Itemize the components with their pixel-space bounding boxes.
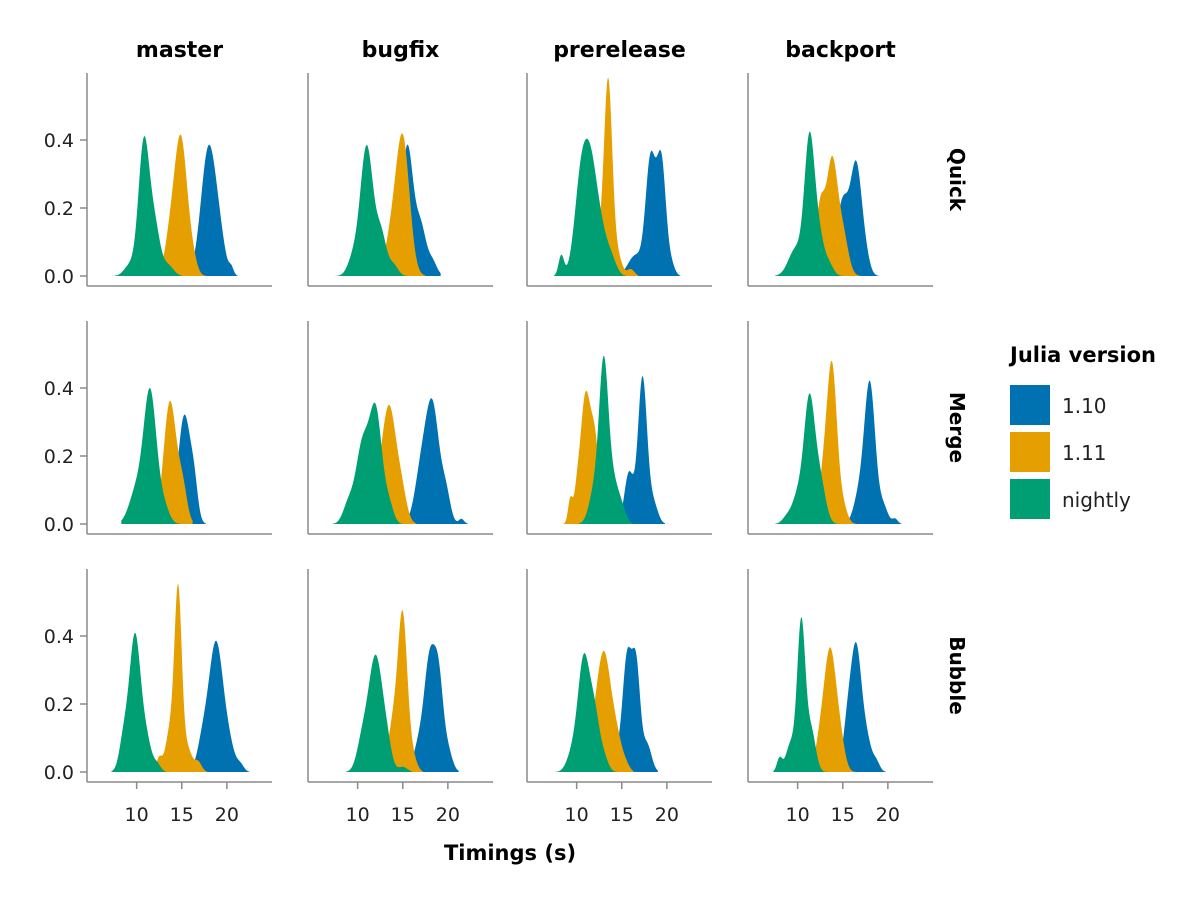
density-1-10-bubble-backport (833, 642, 887, 772)
panel-merge-prerelease (526, 321, 712, 535)
column-title-prerelease: prerelease (553, 38, 686, 63)
panel-bubble-prerelease (526, 569, 712, 783)
y-tick-label: 0.4 (44, 626, 74, 648)
x-tick-label: 15 (610, 804, 634, 826)
density-1-10-bubble-master (186, 640, 250, 772)
facet-panels (86, 73, 933, 783)
y-tick-label: 0.4 (44, 378, 74, 400)
y-axis: 0.0 0.2 0.4 0.0 0.2 0.4 0.0 0.2 0.4 (44, 130, 87, 784)
density-1-10-merge-bugfix (405, 398, 469, 524)
column-title-bugfix: bugfix (362, 38, 440, 63)
column-title-backport: backport (785, 38, 896, 63)
x-axis-title: Timings (s) (444, 841, 576, 865)
y-tick-label: 0.0 (44, 266, 74, 288)
legend: Julia version 1.10 1.11 nightly (1008, 343, 1156, 519)
x-tick-label: 10 (125, 804, 149, 826)
density-1-10-merge-prerelease (619, 376, 666, 524)
legend-swatch-1-11 (1010, 432, 1050, 472)
y-tick-label: 0.4 (44, 130, 74, 152)
row-titles: Quick Merge Bubble (945, 148, 969, 715)
density-nightly-quick-bugfix (335, 144, 408, 276)
y-tick-label: 0.2 (44, 694, 74, 716)
legend-title: Julia version (1008, 343, 1156, 367)
panel-quick-master (86, 73, 272, 287)
panel-merge-master (86, 321, 272, 535)
row-title-quick: Quick (945, 148, 969, 212)
x-tick-label: 20 (215, 804, 239, 826)
panel-quick-backport (747, 73, 933, 287)
density-1-11-quick-bugfix (380, 133, 426, 276)
x-tick-label: 20 (655, 804, 679, 826)
density-nightly-bubble-master (111, 632, 166, 772)
density-1-10-bubble-bugfix (402, 644, 459, 772)
panel-bubble-master (86, 569, 272, 783)
y-tick-label: 0.0 (44, 514, 74, 536)
density-1-10-quick-prerelease (621, 149, 681, 276)
density-nightly-merge-backport (775, 393, 843, 524)
panel-bubble-bugfix (307, 569, 493, 783)
x-tick-label: 15 (391, 804, 415, 826)
legend-label-nightly: nightly (1062, 488, 1131, 512)
density-1-10-quick-master (186, 144, 238, 276)
legend-label-1-10: 1.10 (1062, 394, 1107, 418)
density-1-11-bubble-bugfix (380, 610, 423, 772)
panel-bubble-backport (747, 569, 933, 783)
y-tick-label: 0.0 (44, 762, 74, 784)
row-title-merge: Merge (945, 392, 969, 463)
x-tick-label: 10 (565, 804, 589, 826)
column-titles: master bugfix prerelease backport (136, 38, 896, 63)
density-nightly-bubble-prerelease (554, 653, 618, 772)
x-tick-label: 15 (170, 804, 194, 826)
panel-quick-bugfix (307, 73, 493, 287)
column-title-master: master (136, 38, 223, 63)
density-nightly-merge-bugfix (332, 402, 403, 524)
y-tick-label: 0.2 (44, 198, 74, 220)
x-axis: 10 15 20 10 15 20 10 15 20 10 15 20 (125, 782, 900, 826)
density-nightly-bubble-backport (773, 617, 830, 772)
legend-swatch-nightly (1010, 479, 1050, 519)
density-1-11-quick-master (159, 134, 208, 276)
density-nightly-quick-backport (775, 131, 843, 276)
panel-quick-prerelease (526, 73, 712, 287)
panel-merge-bugfix (307, 321, 493, 535)
x-tick-label: 20 (876, 804, 900, 826)
density-1-11-bubble-backport (808, 647, 859, 772)
density-1-10-merge-backport (845, 380, 902, 524)
density-nightly-quick-master (111, 136, 182, 276)
x-tick-label: 15 (831, 804, 855, 826)
density-nightly-merge-prerelease (578, 355, 633, 524)
density-1-11-bubble-master (152, 583, 208, 772)
panel-merge-backport (747, 321, 933, 535)
row-title-bubble: Bubble (945, 636, 969, 715)
density-nightly-merge-master (121, 387, 185, 524)
density-nightly-quick-prerelease (554, 138, 627, 276)
legend-swatch-1-10 (1010, 385, 1050, 425)
density-nightly-bubble-bugfix (345, 654, 412, 772)
x-tick-label: 10 (786, 804, 810, 826)
x-tick-label: 20 (436, 804, 460, 826)
density-1-11-quick-prerelease (585, 77, 638, 276)
x-tick-label: 10 (346, 804, 370, 826)
legend-label-1-11: 1.11 (1062, 441, 1107, 465)
y-tick-label: 0.2 (44, 446, 74, 468)
